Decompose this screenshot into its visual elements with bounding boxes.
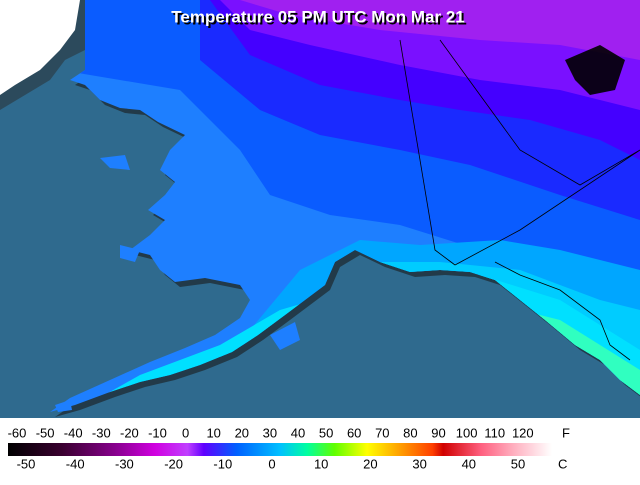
fahrenheit-label: 80 [403, 425, 417, 440]
celsius-labels: -50 -40 -30 -20 -10 0 10 20 30 40 50 [17, 456, 526, 471]
fahrenheit-label: -50 [36, 425, 55, 440]
fahrenheit-label: 50 [319, 425, 333, 440]
fahrenheit-label: 70 [375, 425, 389, 440]
fahrenheit-label: -10 [148, 425, 167, 440]
fahrenheit-label: -30 [92, 425, 111, 440]
fahrenheit-label: 0 [182, 425, 189, 440]
island [565, 45, 625, 95]
celsius-label: -20 [164, 456, 183, 471]
fahrenheit-label: 110 [484, 425, 505, 440]
celsius-label: -50 [17, 456, 36, 471]
fahrenheit-unit: F [562, 425, 570, 440]
celsius-unit: C [558, 456, 567, 471]
fahrenheit-label: 60 [347, 425, 361, 440]
fahrenheit-label: 30 [263, 425, 277, 440]
celsius-label: -30 [115, 456, 134, 471]
fahrenheit-label: -60 [8, 425, 27, 440]
title: Temperature 05 PM UTC Mon Mar 21 [171, 7, 464, 26]
celsius-label: -40 [66, 456, 85, 471]
celsius-label: 50 [511, 456, 525, 471]
celsius-label: 40 [462, 456, 476, 471]
borders [399, 39, 640, 361]
celsius-label: 10 [314, 456, 328, 471]
title-shadow: Temperature 05 PM UTC Mon Mar 21 [173, 9, 466, 28]
celsius-label: 20 [363, 456, 377, 471]
color-bar [8, 443, 552, 456]
fahrenheit-label: 40 [291, 425, 305, 440]
fahrenheit-label: 120 [512, 425, 534, 440]
fahrenheit-label: 90 [431, 425, 445, 440]
fahrenheit-label: 10 [206, 425, 220, 440]
fahrenheit-label: 20 [235, 425, 249, 440]
celsius-label: -10 [213, 456, 232, 471]
celsius-label: 30 [412, 456, 426, 471]
fahrenheit-label: -40 [64, 425, 83, 440]
russia-land [0, 0, 80, 95]
fahrenheit-label: 100 [456, 425, 478, 440]
celsius-label: 0 [268, 456, 275, 471]
fahrenheit-labels: -60 -50 -40 -30 -20 -10 0 10 20 30 40 50 60 70 80 90 100… [8, 425, 534, 440]
fahrenheit-label: -20 [120, 425, 139, 440]
